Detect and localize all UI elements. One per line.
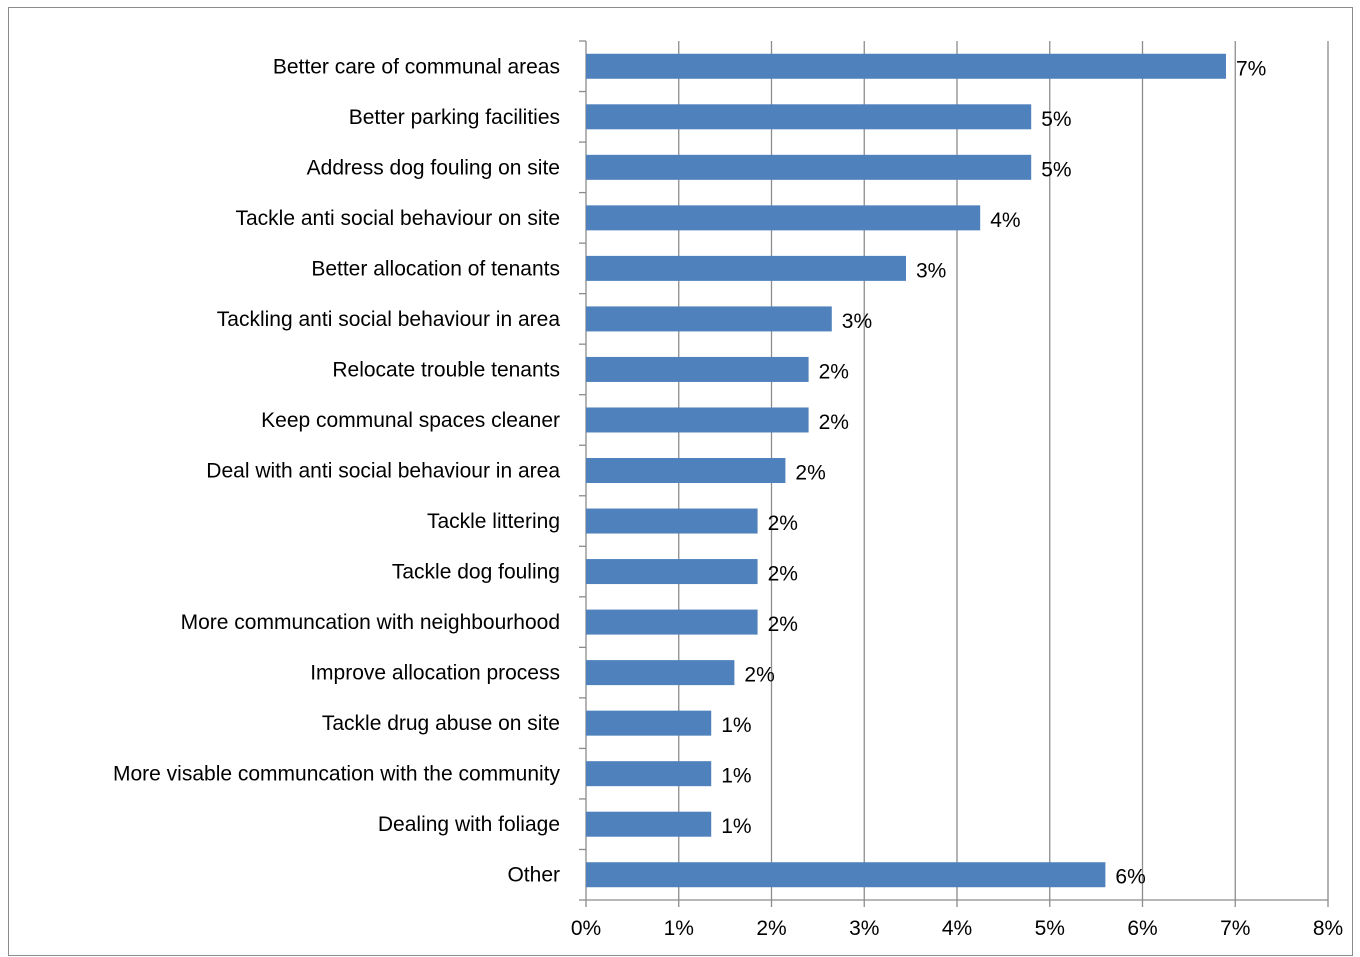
bar [586,559,758,585]
category-label: Tackle drug abuse on site [322,712,560,735]
data-label: 4% [990,209,1020,232]
category-label: Deal with anti social behaviour in area [206,460,560,483]
bar [586,761,712,787]
data-label: 6% [1115,866,1145,889]
data-label: 2% [768,563,798,586]
bar [586,407,809,433]
category-label: Keep communal spaces cleaner [261,409,560,432]
bar [586,205,981,231]
bar [586,53,1226,79]
bar [586,609,758,635]
data-label: 2% [768,512,798,535]
bar [586,154,1032,180]
data-label: 3% [842,310,872,333]
x-tick-label: 1% [664,917,694,940]
category-label: Dealing with foliage [378,813,560,836]
category-label: More communcation with neighbourhood [181,611,560,634]
category-label: Better parking facilities [349,106,560,129]
category-label: Tackling anti social behaviour in area [217,308,561,331]
category-label: More visable communcation with the commu… [113,763,561,786]
data-label: 1% [721,765,751,788]
bar [586,508,758,534]
x-tick-label: 7% [1220,917,1250,940]
bar [586,660,735,686]
data-label: 2% [795,462,825,485]
x-tick-label: 6% [1127,917,1157,940]
category-label: Address dog fouling on site [307,156,560,179]
data-label: 5% [1041,158,1071,181]
data-label: 2% [768,613,798,636]
x-tick-label: 4% [942,917,972,940]
category-label: Relocate trouble tenants [332,358,560,381]
category-label: Tackle dog fouling [392,561,560,584]
bar [586,104,1032,130]
bar [586,255,906,281]
data-label: 5% [1041,108,1071,131]
data-label: 2% [744,664,774,687]
category-label: Other [507,864,560,887]
data-label: 2% [819,360,849,383]
x-tick-label: 3% [849,917,879,940]
data-label: 3% [916,259,946,282]
data-label: 1% [721,815,751,838]
category-label: Improve allocation process [310,662,560,685]
x-tick-label: 2% [756,917,786,940]
bar [586,811,712,837]
data-label: 7% [1236,57,1266,80]
data-label: 1% [721,714,751,737]
x-tick-label: 5% [1035,917,1065,940]
x-tick-label: 8% [1313,917,1343,940]
bar [586,306,832,332]
bar [586,862,1106,888]
category-label: Better care of communal areas [273,55,560,78]
bar [586,710,712,736]
category-label: Tackle littering [427,510,560,533]
bar [586,458,786,483]
data-label: 2% [819,411,849,434]
bar [586,356,809,382]
category-label: Better allocation of tenants [311,257,560,280]
x-tick-label: 0% [571,917,601,940]
category-label: Tackle anti social behaviour on site [235,207,560,230]
